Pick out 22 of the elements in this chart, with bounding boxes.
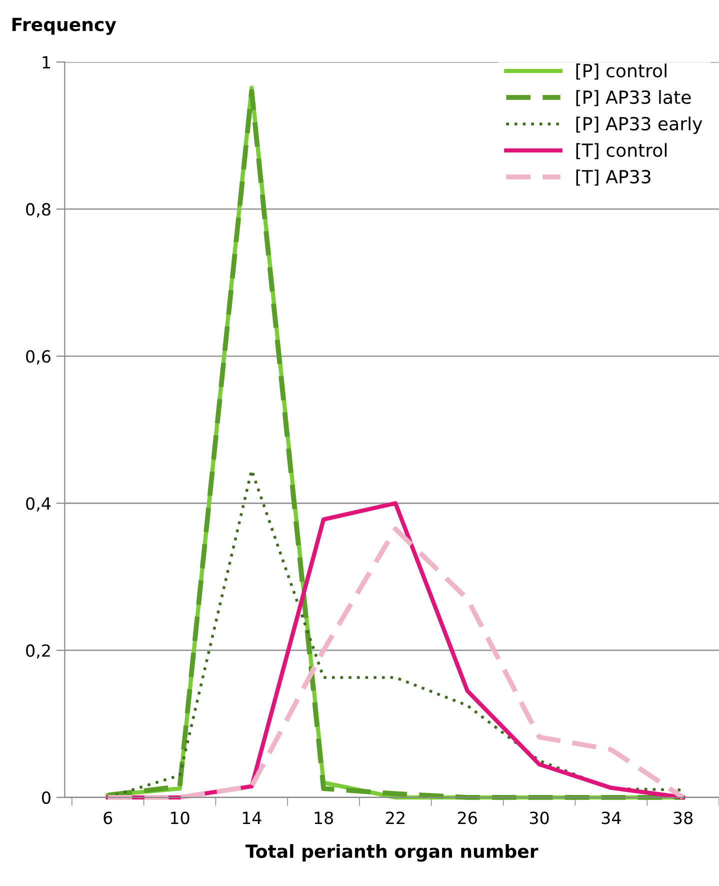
x-tick-label: 34 [602,812,621,824]
x-tick-label: 6 [104,812,112,824]
x-tick-label: 10 [170,812,190,824]
legend-label: [P] AP33 early [576,116,702,134]
x-tick-label: 38 [674,812,693,824]
y-tick-label: 0,4 [26,497,51,512]
y-tick-label: 0,2 [26,644,50,659]
x-tick-label: 30 [530,812,549,824]
x-tick-label: 14 [242,812,262,824]
x-tick-label: 22 [386,812,404,824]
y-axis-title: Frequency [12,18,116,35]
legend-label: [P] control [576,64,666,80]
y-tick-label: 0 [42,791,50,804]
x-tick-label: 18 [314,812,334,824]
y-tick-label: 1 [42,56,50,68]
x-tick-label: 26 [458,812,477,824]
legend-label: [P] AP33 late [576,90,691,106]
y-tick-label: 0,6 [26,350,50,364]
y-tick-label: 0,8 [26,203,50,218]
legend-label: [T] control [576,143,667,160]
x-axis-title: Total perianth organ number [246,844,538,862]
legend-label: [T] AP33 [576,170,650,186]
